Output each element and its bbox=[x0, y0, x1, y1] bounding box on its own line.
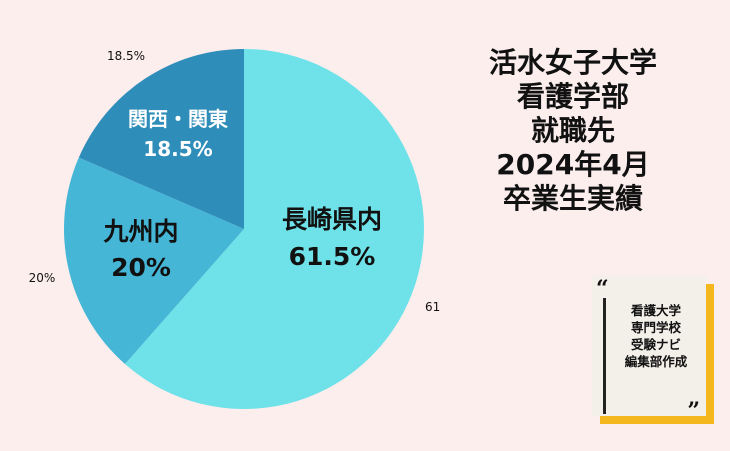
slice-value-label: 18.5% bbox=[143, 137, 212, 161]
outside-percent-label: 18.5% bbox=[107, 49, 145, 63]
slice-label: 関西・関東 bbox=[128, 107, 228, 131]
chart-title: 活水女子大学 看護学部 就職先 2024年4月 卒業生実績 bbox=[448, 46, 698, 216]
pie-slice-1 bbox=[124, 49, 424, 409]
title-line: 卒業生実績 bbox=[502, 182, 643, 215]
pie-slice-2 bbox=[63, 157, 244, 365]
title-line: 就職先 bbox=[530, 114, 615, 147]
credit-line-text: 編集部作成 bbox=[624, 354, 688, 369]
pie-slice-3 bbox=[78, 49, 244, 229]
slice-label: 長崎県内 bbox=[282, 205, 382, 234]
close-quote-icon: ” bbox=[687, 398, 700, 424]
credit-divider bbox=[603, 298, 606, 414]
pie-chart: 長崎県内 61.5% 61.5% 九州内 20% 20% 関西・関東 18.5% 18.5% bbox=[29, 49, 440, 409]
slice-label: 九州内 bbox=[102, 217, 178, 246]
credit-line-text: 専門学校 bbox=[630, 320, 681, 335]
open-quote-icon: “ bbox=[596, 276, 609, 302]
credit-text: 看護大学 専門学校 受験ナビ 編集部作成 bbox=[606, 302, 706, 370]
slice-value-label: 20% bbox=[111, 253, 171, 282]
title-line: 看護学部 bbox=[516, 80, 629, 113]
title-line: 活水女子大学 bbox=[488, 46, 657, 79]
title-line: 2024年4月 bbox=[496, 148, 650, 181]
credit-line-text: 看護大学 bbox=[630, 303, 681, 318]
credit-card: “ 看護大学 専門学校 受験ナビ 編集部作成 ” bbox=[592, 276, 706, 422]
outside-percent-label: 20% bbox=[29, 271, 56, 285]
slice-value-label: 61.5% bbox=[289, 242, 376, 271]
outside-percent-label: 61.5% bbox=[425, 300, 440, 314]
credit-line-text: 受験ナビ bbox=[630, 337, 681, 352]
